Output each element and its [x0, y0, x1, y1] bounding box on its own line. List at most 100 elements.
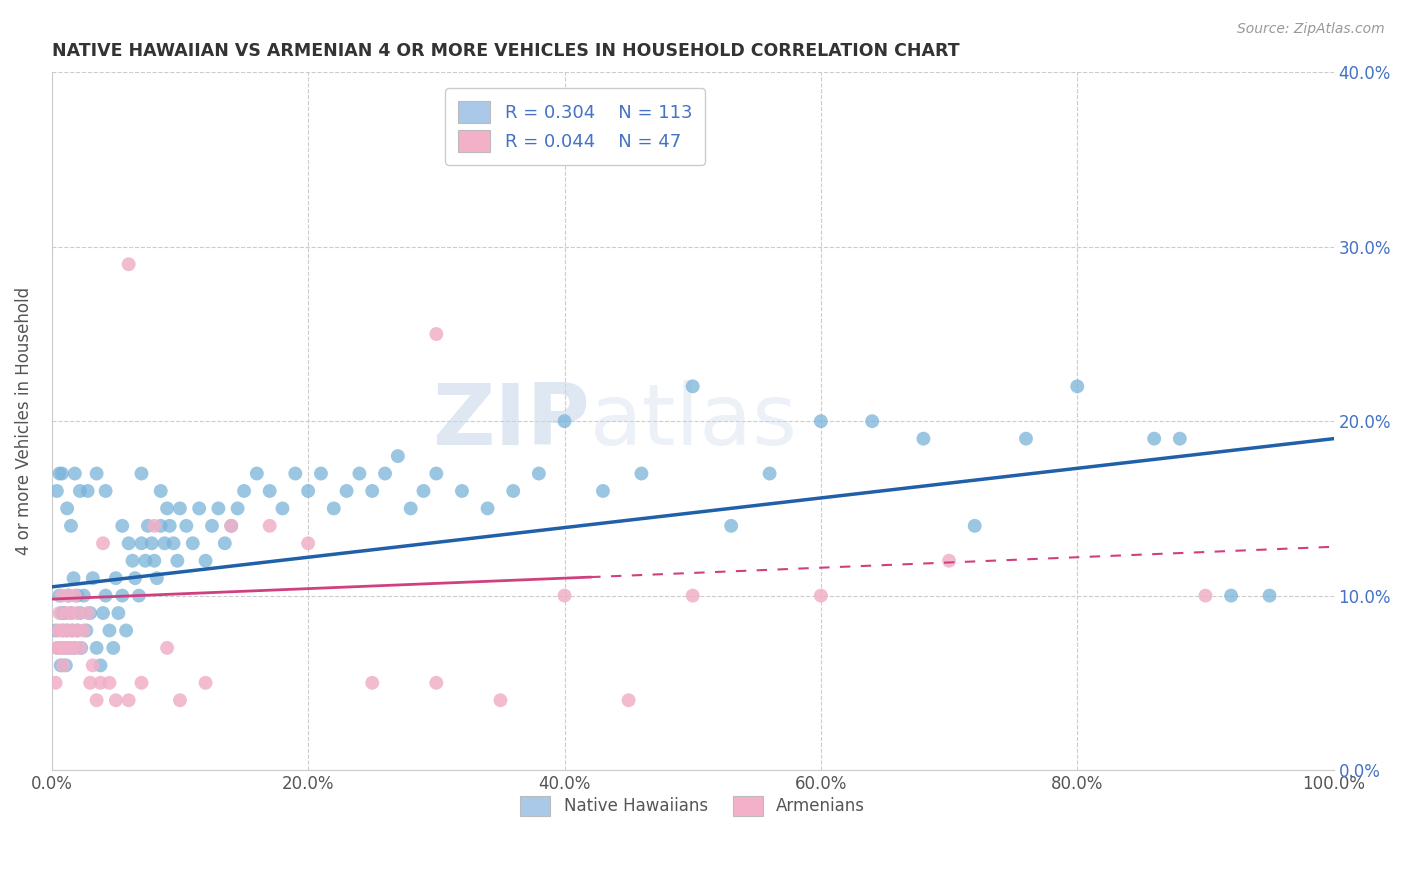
- Point: [1258, 589, 1281, 603]
- Point: [143, 554, 166, 568]
- Point: [104, 693, 127, 707]
- Point: [617, 693, 640, 707]
- Point: [219, 519, 242, 533]
- Point: [349, 467, 371, 481]
- Point: [938, 554, 960, 568]
- Point: [111, 519, 134, 533]
- Point: [94, 483, 117, 498]
- Point: [59, 640, 82, 655]
- Point: [141, 536, 163, 550]
- Legend: Native Hawaiians, Armenians: Native Hawaiians, Armenians: [512, 788, 873, 824]
- Point: [53, 640, 76, 655]
- Point: [45, 640, 67, 655]
- Point: [176, 519, 198, 533]
- Point: [62, 640, 84, 655]
- Point: [387, 449, 409, 463]
- Point: [103, 640, 125, 655]
- Point: [66, 589, 89, 603]
- Point: [76, 483, 98, 498]
- Point: [104, 571, 127, 585]
- Point: [89, 658, 111, 673]
- Point: [111, 589, 134, 603]
- Point: [259, 483, 281, 498]
- Point: [477, 501, 499, 516]
- Point: [45, 624, 67, 638]
- Point: [233, 483, 256, 498]
- Point: [63, 467, 86, 481]
- Point: [399, 501, 422, 516]
- Point: [361, 483, 384, 498]
- Point: [63, 640, 86, 655]
- Text: NATIVE HAWAIIAN VS ARMENIAN 4 OR MORE VEHICLES IN HOUSEHOLD CORRELATION CHART: NATIVE HAWAIIAN VS ARMENIAN 4 OR MORE VE…: [52, 42, 959, 60]
- Text: ZIP: ZIP: [433, 380, 591, 463]
- Point: [53, 606, 76, 620]
- Point: [89, 675, 111, 690]
- Point: [60, 624, 83, 638]
- Point: [425, 675, 447, 690]
- Point: [75, 624, 97, 638]
- Point: [1220, 589, 1243, 603]
- Point: [60, 624, 83, 638]
- Point: [309, 467, 332, 481]
- Point: [451, 483, 474, 498]
- Point: [553, 589, 575, 603]
- Point: [374, 467, 396, 481]
- Point: [49, 658, 72, 673]
- Point: [131, 467, 153, 481]
- Point: [69, 606, 91, 620]
- Point: [98, 675, 121, 690]
- Point: [66, 624, 89, 638]
- Point: [59, 519, 82, 533]
- Point: [156, 501, 179, 516]
- Point: [246, 467, 269, 481]
- Point: [118, 536, 141, 550]
- Point: [55, 606, 77, 620]
- Point: [271, 501, 294, 516]
- Point: [66, 624, 89, 638]
- Point: [322, 501, 344, 516]
- Point: [118, 693, 141, 707]
- Point: [159, 519, 181, 533]
- Y-axis label: 4 or more Vehicles in Household: 4 or more Vehicles in Household: [15, 287, 32, 556]
- Point: [297, 483, 319, 498]
- Point: [201, 519, 224, 533]
- Point: [55, 658, 77, 673]
- Point: [45, 675, 67, 690]
- Point: [69, 640, 91, 655]
- Point: [194, 554, 217, 568]
- Text: Source: ZipAtlas.com: Source: ZipAtlas.com: [1237, 22, 1385, 37]
- Point: [48, 606, 70, 620]
- Point: [682, 589, 704, 603]
- Point: [810, 589, 832, 603]
- Point: [156, 640, 179, 655]
- Point: [134, 554, 156, 568]
- Point: [52, 624, 75, 638]
- Point: [284, 467, 307, 481]
- Point: [336, 483, 359, 498]
- Point: [188, 501, 211, 516]
- Point: [59, 606, 82, 620]
- Point: [412, 483, 434, 498]
- Point: [131, 675, 153, 690]
- Point: [912, 432, 935, 446]
- Point: [73, 624, 96, 638]
- Point: [73, 589, 96, 603]
- Point: [143, 519, 166, 533]
- Point: [91, 536, 114, 550]
- Point: [1194, 589, 1216, 603]
- Point: [51, 589, 73, 603]
- Point: [630, 467, 652, 481]
- Point: [592, 483, 614, 498]
- Point: [1015, 432, 1038, 446]
- Point: [118, 257, 141, 271]
- Point: [169, 693, 191, 707]
- Point: [69, 483, 91, 498]
- Point: [82, 658, 104, 673]
- Point: [226, 501, 249, 516]
- Point: [70, 640, 93, 655]
- Point: [82, 571, 104, 585]
- Point: [214, 536, 236, 550]
- Point: [153, 536, 176, 550]
- Point: [963, 519, 986, 533]
- Point: [98, 624, 121, 638]
